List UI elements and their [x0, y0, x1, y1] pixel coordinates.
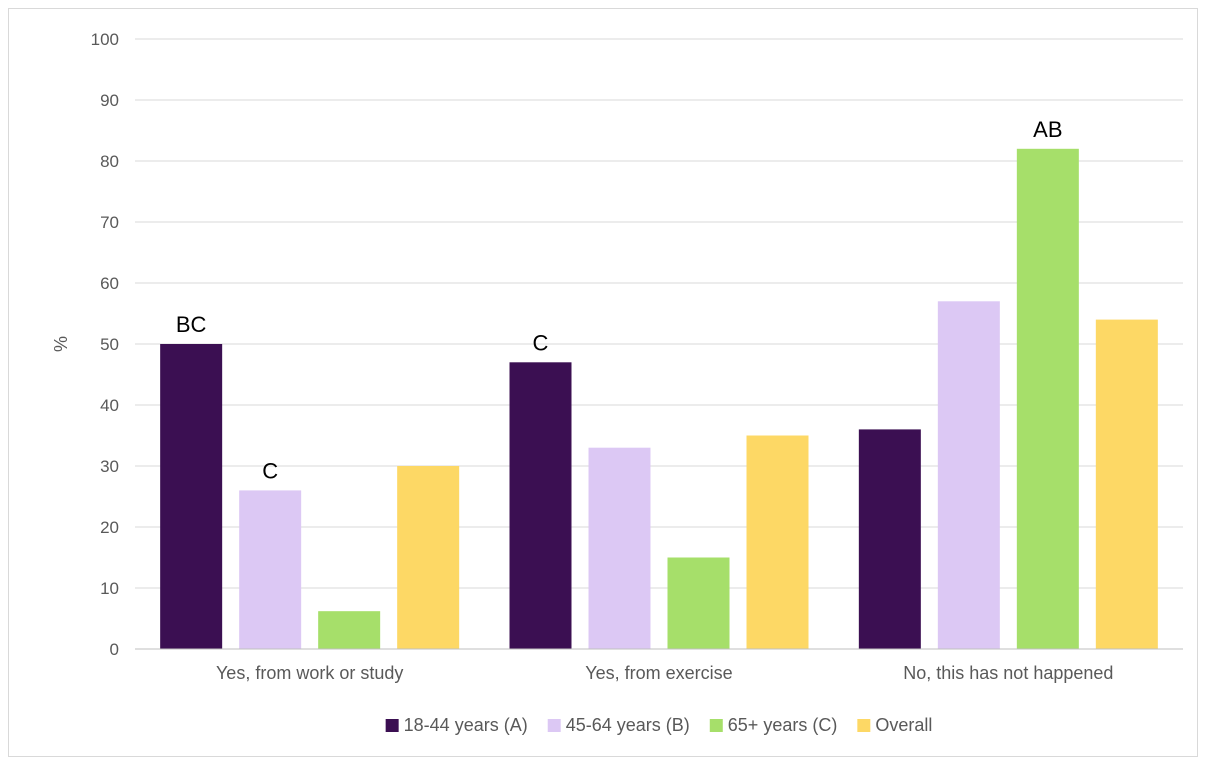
legend-item: Overall: [857, 715, 932, 735]
y-tick-label: 90: [100, 91, 119, 110]
legend-label: 65+ years (C): [728, 715, 838, 735]
bar: [1095, 319, 1158, 649]
bar: [397, 466, 460, 649]
y-tick-label: 10: [100, 579, 119, 598]
significance-annotations: BC C C AB: [176, 117, 1063, 484]
category-label: Yes, from work or study: [216, 663, 403, 683]
significance-label: C: [533, 330, 549, 355]
significance-label: AB: [1033, 117, 1062, 142]
y-tick-label: 80: [100, 152, 119, 171]
bar: [937, 301, 1000, 649]
legend-label: 45-64 years (B): [566, 715, 690, 735]
y-tick-label: 30: [100, 457, 119, 476]
bar: [667, 557, 730, 649]
bar: [318, 611, 381, 649]
chart-frame: 0 10 20 30 40 50 60 70 80 90 100 % BC C C AB Yes, fro…: [8, 8, 1198, 757]
y-tick-label: 70: [100, 213, 119, 232]
legend-swatch: [709, 719, 723, 732]
bar: [1016, 148, 1079, 650]
bar: [160, 344, 223, 649]
y-axis-label: %: [51, 336, 71, 352]
y-axis-ticks: 0 10 20 30 40 50 60 70 80 90 100: [91, 30, 119, 659]
legend-item: 18-44 years (A): [385, 715, 528, 735]
category-labels: Yes, from work or study Yes, from exercis…: [216, 663, 1113, 683]
y-tick-label: 20: [100, 518, 119, 537]
y-tick-label: 100: [91, 30, 119, 49]
legend: 18-44 years (A) 45-64 years (B) 65+ years …: [385, 715, 932, 735]
bar: [858, 429, 921, 649]
bar-chart: 0 10 20 30 40 50 60 70 80 90 100 % BC C C AB Yes, fro…: [51, 30, 1183, 735]
gridlines: [135, 38, 1183, 589]
significance-label: C: [262, 458, 278, 483]
legend-item: 45-64 years (B): [547, 715, 690, 735]
legend-swatch: [857, 719, 871, 732]
y-tick-label: 40: [100, 396, 119, 415]
legend-label: Overall: [875, 715, 932, 735]
category-label: Yes, from exercise: [585, 663, 732, 683]
legend-label: 18-44 years (A): [404, 715, 528, 735]
y-tick-label: 60: [100, 274, 119, 293]
bar: [746, 435, 809, 649]
y-tick-label: 50: [100, 335, 119, 354]
significance-label: BC: [176, 312, 207, 337]
legend-item: 65+ years (C): [709, 715, 838, 735]
bar: [239, 490, 302, 649]
y-tick-label: 0: [110, 640, 119, 659]
legend-swatch: [385, 719, 399, 732]
category-label: No, this has not happened: [903, 663, 1113, 683]
bars: [160, 148, 1158, 650]
bar: [509, 362, 572, 649]
bar: [588, 447, 651, 649]
legend-swatch: [547, 719, 561, 732]
